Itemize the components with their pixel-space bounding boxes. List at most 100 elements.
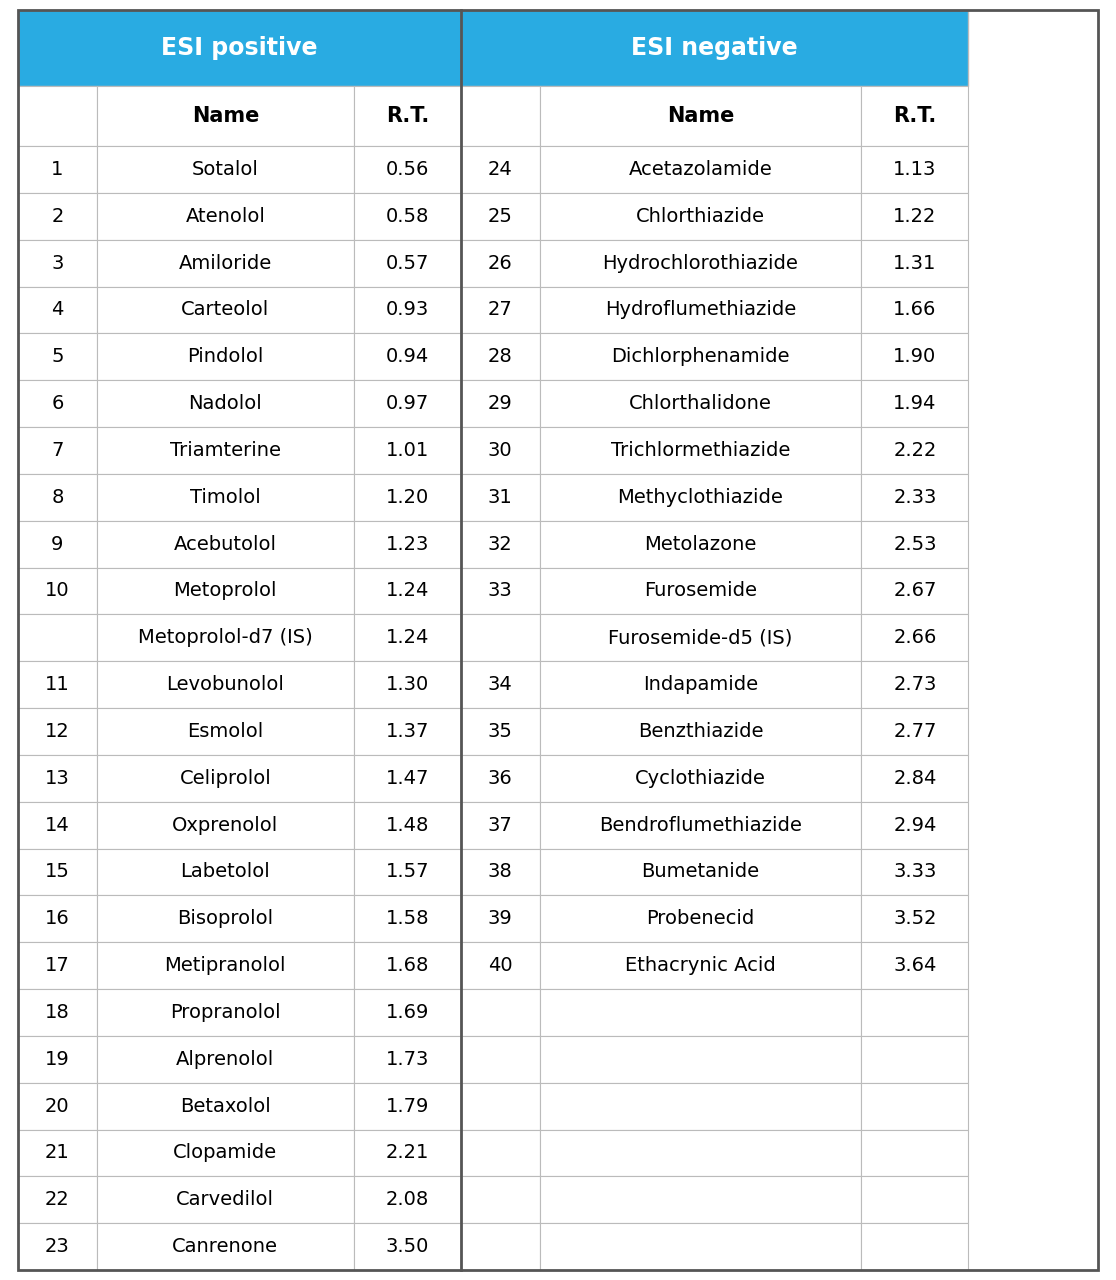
Text: 1.69: 1.69: [386, 1004, 429, 1021]
Text: 16: 16: [45, 909, 70, 928]
Text: 1.58: 1.58: [386, 909, 429, 928]
Bar: [862, 428, 969, 474]
Bar: [540, 428, 862, 474]
Bar: [354, 1083, 461, 1129]
Text: 28: 28: [488, 347, 512, 366]
Bar: [18, 896, 97, 942]
Text: 1.57: 1.57: [386, 863, 429, 882]
Bar: [862, 755, 969, 801]
Bar: [540, 567, 862, 614]
Text: 13: 13: [45, 769, 70, 787]
Text: Celiprolol: Celiprolol: [180, 769, 271, 787]
Bar: [461, 662, 540, 708]
Bar: [540, 474, 862, 521]
Text: 1.90: 1.90: [893, 347, 936, 366]
Bar: [18, 1224, 97, 1270]
Bar: [18, 614, 97, 662]
Text: 1.01: 1.01: [386, 442, 429, 460]
Text: 2.84: 2.84: [893, 769, 936, 787]
Bar: [461, 1224, 540, 1270]
Bar: [354, 801, 461, 849]
Bar: [862, 521, 969, 567]
Bar: [18, 86, 97, 146]
Bar: [97, 942, 354, 989]
Bar: [461, 708, 540, 755]
Bar: [18, 662, 97, 708]
Bar: [354, 614, 461, 662]
Text: 12: 12: [45, 722, 70, 741]
Bar: [18, 801, 97, 849]
Text: 8: 8: [51, 488, 64, 507]
Bar: [862, 1129, 969, 1176]
Bar: [18, 942, 97, 989]
Bar: [540, 1129, 862, 1176]
Bar: [862, 333, 969, 380]
Bar: [97, 849, 354, 896]
Text: 27: 27: [488, 301, 512, 320]
Text: 3.64: 3.64: [893, 956, 936, 975]
Text: 1.79: 1.79: [386, 1097, 429, 1116]
Bar: [354, 896, 461, 942]
Text: Metoprolol-d7 (IS): Metoprolol-d7 (IS): [138, 628, 312, 648]
Text: Furosemide: Furosemide: [644, 581, 757, 600]
Bar: [354, 86, 461, 146]
Text: Sotalol: Sotalol: [192, 160, 259, 179]
Bar: [97, 1176, 354, 1224]
Text: Betaxolol: Betaxolol: [180, 1097, 271, 1116]
Text: Chlorthalidone: Chlorthalidone: [629, 394, 772, 413]
Text: Acetazolamide: Acetazolamide: [628, 160, 772, 179]
Text: 11: 11: [45, 675, 70, 694]
Bar: [862, 239, 969, 287]
Bar: [862, 801, 969, 849]
Text: 2: 2: [51, 207, 64, 225]
Text: 2.33: 2.33: [893, 488, 936, 507]
Text: Probenecid: Probenecid: [646, 909, 754, 928]
Text: Esmolol: Esmolol: [187, 722, 263, 741]
Bar: [540, 755, 862, 801]
Text: 39: 39: [488, 909, 512, 928]
Text: Carvedilol: Carvedilol: [176, 1190, 275, 1210]
Bar: [540, 380, 862, 428]
Bar: [18, 287, 97, 333]
Text: 1.31: 1.31: [893, 253, 936, 273]
Bar: [18, 1083, 97, 1129]
Text: Bumetanide: Bumetanide: [642, 863, 760, 882]
Text: 0.57: 0.57: [386, 253, 429, 273]
Text: Benzthiazide: Benzthiazide: [638, 722, 763, 741]
Bar: [461, 239, 540, 287]
Text: 9: 9: [51, 535, 64, 554]
Text: 0.93: 0.93: [386, 301, 429, 320]
Text: 18: 18: [45, 1004, 70, 1021]
Text: Propranolol: Propranolol: [170, 1004, 280, 1021]
Text: Nadolol: Nadolol: [189, 394, 262, 413]
Bar: [97, 1224, 354, 1270]
Text: R.T.: R.T.: [893, 106, 936, 125]
Text: Pindolol: Pindolol: [187, 347, 263, 366]
Text: Methyclothiazide: Methyclothiazide: [617, 488, 783, 507]
Bar: [461, 567, 540, 614]
Bar: [862, 708, 969, 755]
Bar: [540, 614, 862, 662]
Text: 4: 4: [51, 301, 64, 320]
Text: Metoprolol: Metoprolol: [174, 581, 277, 600]
Bar: [461, 146, 540, 193]
Text: Labetolol: Labetolol: [181, 863, 270, 882]
Bar: [354, 146, 461, 193]
Bar: [540, 521, 862, 567]
Text: Bendroflumethiazide: Bendroflumethiazide: [599, 815, 802, 835]
Text: 37: 37: [488, 815, 512, 835]
Text: Carteolol: Carteolol: [181, 301, 269, 320]
Bar: [862, 474, 969, 521]
Text: 1.24: 1.24: [386, 581, 429, 600]
Bar: [461, 896, 540, 942]
Text: 21: 21: [45, 1143, 70, 1162]
Bar: [97, 146, 354, 193]
Bar: [540, 1036, 862, 1083]
Bar: [862, 287, 969, 333]
Text: 30: 30: [488, 442, 512, 460]
Text: 2.73: 2.73: [893, 675, 936, 694]
Bar: [354, 1036, 461, 1083]
Bar: [540, 849, 862, 896]
Bar: [862, 614, 969, 662]
Bar: [862, 942, 969, 989]
